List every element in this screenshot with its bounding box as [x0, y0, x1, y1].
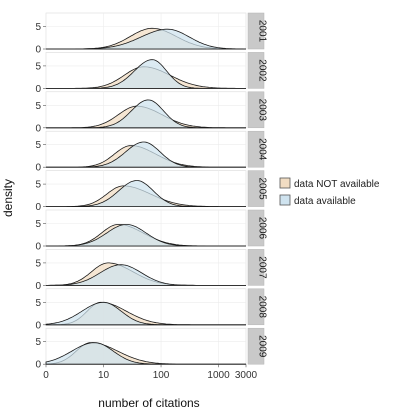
y-tick-label: 0	[35, 45, 41, 56]
legend: data NOT available data available	[279, 177, 380, 207]
y-tick-label: 5	[35, 61, 41, 72]
panel-2008: 0 5 2008	[35, 288, 268, 331]
x-tick-label: 1000	[207, 370, 230, 381]
strip-label: 2006	[257, 217, 268, 240]
strip-label: 2004	[257, 138, 268, 161]
strip	[247, 327, 265, 365]
y-tick-label: 5	[35, 337, 41, 348]
x-axis-title: number of citations	[98, 396, 199, 410]
panel-2005: 0 5 2005	[35, 170, 268, 213]
density-available-2009	[45, 342, 246, 365]
legend-key-not-available	[279, 177, 291, 189]
strip-label: 2003	[257, 99, 268, 122]
y-tick-label: 5	[35, 140, 41, 151]
panel-2006: 0 5 2006	[35, 209, 268, 253]
panel-2003: 0 5 2003	[35, 91, 268, 134]
strip-label: 2001	[257, 20, 268, 43]
strip	[247, 288, 265, 326]
panels: 0 5 2001 0 5 2002 0 5 2003 0 5 2004 0 5 2005 0 5 2006 0 5 20…	[35, 12, 268, 371]
density-available-2002	[46, 59, 246, 89]
strip-label: 2008	[257, 296, 268, 319]
x-tick-label: 100	[153, 370, 170, 381]
strip	[247, 249, 265, 286]
legend-label-available: data available	[294, 196, 356, 207]
strip	[247, 130, 265, 168]
legend-key-available	[279, 194, 291, 206]
legend-label-not-available: data NOT available	[294, 179, 380, 190]
density-available-2007	[46, 264, 246, 286]
strip	[247, 12, 265, 50]
y-tick-label: 0	[35, 360, 41, 371]
strip-label: 2005	[257, 177, 268, 200]
panel-2009: 0 5 2009	[35, 327, 268, 371]
density-available-2003	[46, 99, 246, 129]
x-tick-label: 0	[43, 370, 49, 381]
y-tick-label: 5	[35, 101, 41, 112]
x-tick-label: 10	[98, 370, 110, 381]
y-tick-label: 0	[35, 281, 41, 292]
y-tick-label: 0	[35, 123, 41, 134]
strip	[247, 91, 265, 129]
density-available-2004	[46, 141, 246, 168]
strip	[247, 170, 265, 207]
panel-2007: 0 5 2007	[35, 249, 268, 292]
y-tick-label: 5	[35, 180, 41, 191]
density-available-2008	[45, 301, 246, 326]
y-tick-label: 0	[35, 84, 41, 95]
density-available-2005	[46, 180, 246, 207]
y-axis-title: density	[1, 179, 15, 217]
y-tick-label: 0	[35, 242, 41, 253]
y-tick-label: 5	[35, 298, 41, 309]
panel-2001: 0 5 2001	[35, 12, 268, 56]
strip	[247, 209, 265, 247]
density-available-2006	[46, 224, 246, 247]
density-available-2001	[46, 28, 246, 50]
y-tick-label: 5	[35, 219, 41, 230]
strip-label: 2002	[257, 59, 268, 82]
strip-label: 2009	[257, 335, 268, 358]
strip-label: 2007	[257, 256, 268, 279]
panel-2004: 0 5 2004	[35, 130, 268, 174]
y-tick-label: 0	[35, 163, 41, 174]
y-tick-label: 0	[35, 202, 41, 213]
x-axis-ticks: 0 10 100 1000 3000	[43, 364, 258, 381]
y-tick-label: 5	[35, 258, 41, 269]
x-tick-label: 3000	[235, 370, 258, 381]
y-tick-label: 5	[35, 22, 41, 33]
panel-2002: 0 5 2002	[35, 52, 268, 95]
strip	[247, 52, 265, 89]
y-tick-label: 0	[35, 320, 41, 331]
